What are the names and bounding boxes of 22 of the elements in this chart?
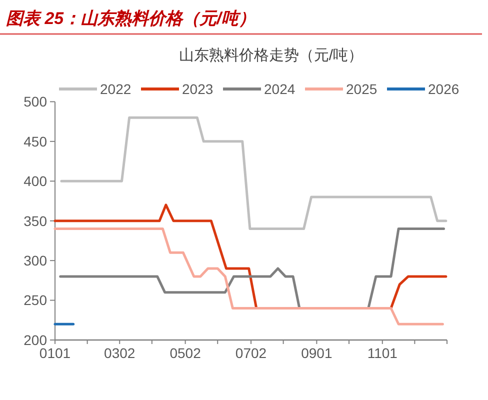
- x-tick-label: 0502: [170, 345, 202, 361]
- line-series: [54, 228, 444, 326]
- x-tick-label: 0901: [301, 345, 332, 361]
- y-tick-label: 400: [24, 173, 48, 190]
- y-tick-label: 300: [24, 252, 48, 268]
- legend-label: 2023: [182, 80, 214, 97]
- x-tick-label: 0702: [235, 345, 267, 361]
- chart-subtitle: 山东熟料价格走势（元/吨）: [178, 47, 364, 64]
- y-tick-label: 350: [24, 212, 48, 229]
- x-tick-label: 1101: [367, 345, 398, 361]
- chart-title: 图表 25：山东熟料价格（元/吨）: [6, 9, 256, 28]
- legend-label: 2022: [100, 80, 132, 97]
- legend-label: 2025: [346, 80, 378, 97]
- x-tick-label: 0101: [39, 345, 71, 361]
- y-tick-label: 250: [24, 292, 48, 308]
- legend-label: 2026: [428, 80, 460, 97]
- legend-label: 2024: [264, 80, 296, 97]
- line-series: [60, 116, 448, 230]
- y-tick-label: 200: [24, 332, 48, 348]
- y-tick-label: 500: [24, 94, 48, 110]
- y-tick-label: 450: [24, 133, 48, 150]
- x-tick-label: 0302: [104, 345, 136, 361]
